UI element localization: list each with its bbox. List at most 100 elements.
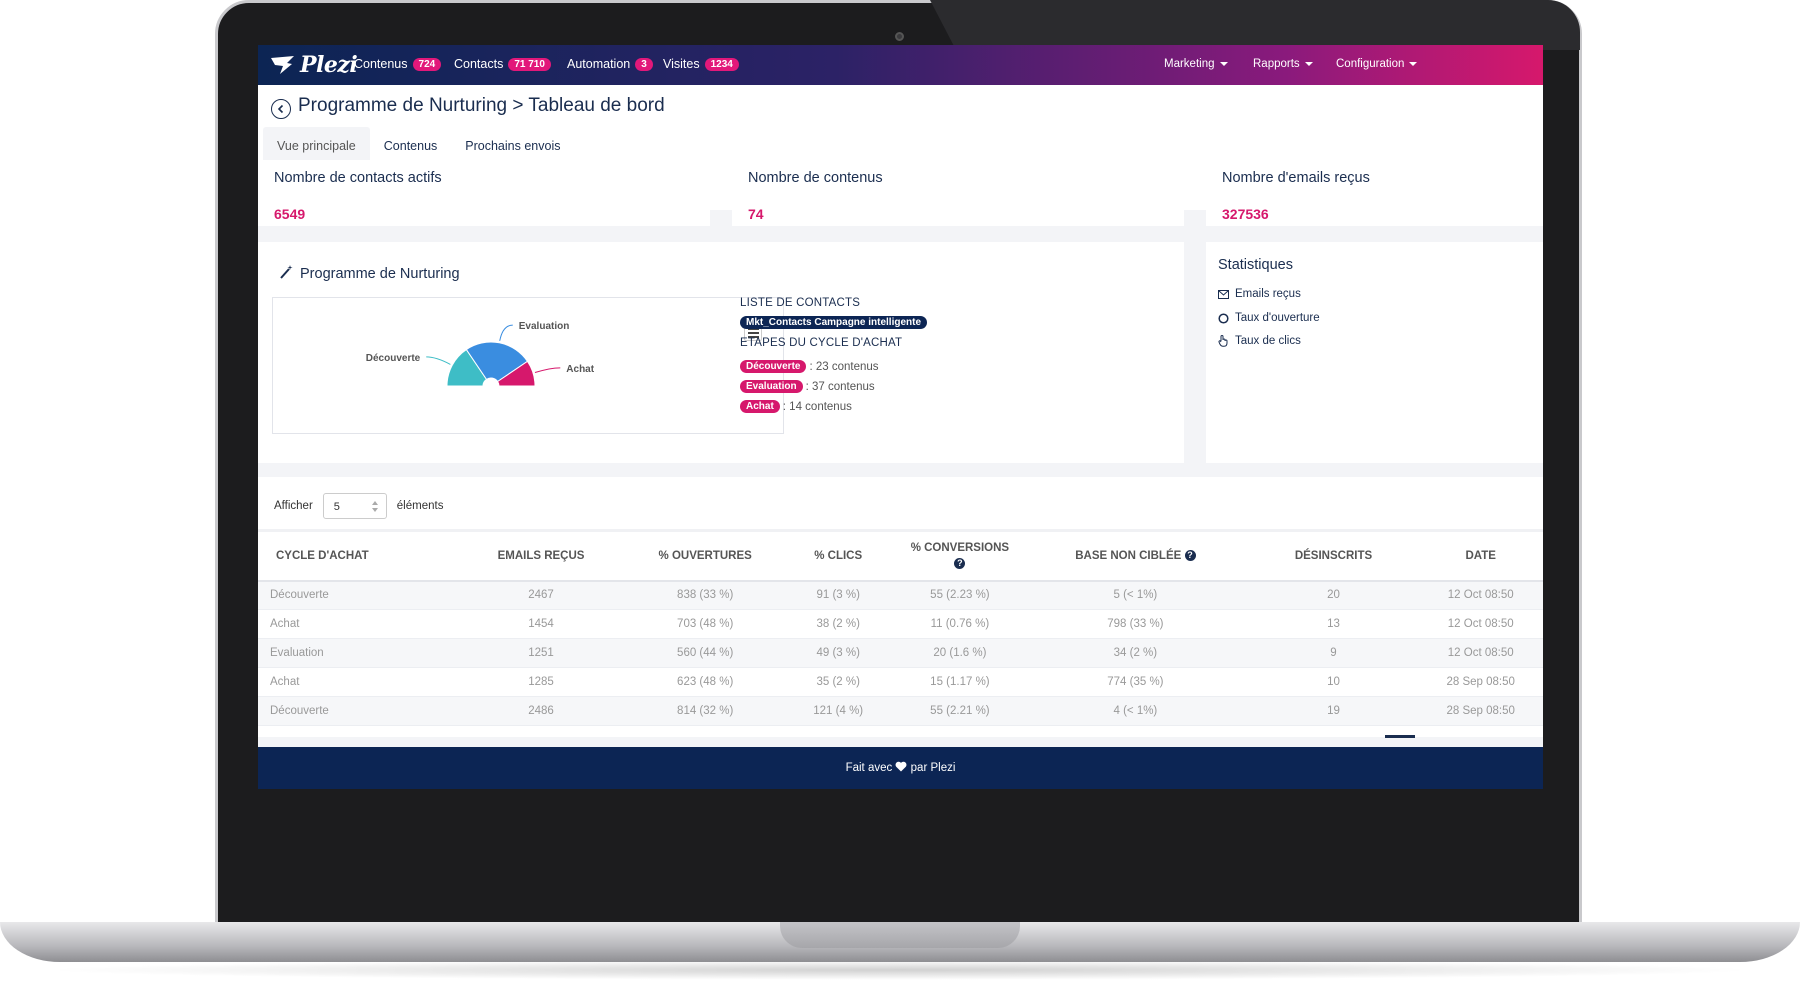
help-icon[interactable]: ? <box>954 558 966 570</box>
pie-slice-2[interactable] <box>496 360 536 387</box>
stat-card-contenus: Nombre de contenus 74 <box>732 160 1184 226</box>
spinner-arrows-icon <box>371 501 378 513</box>
nav-contenus[interactable]: Contenus 724 <box>354 57 442 71</box>
column-header-emails[interactable]: EMAILS REÇUS <box>450 529 632 582</box>
table-row[interactable]: Evaluation 1251 560 (44 %) 49 (3 %) 20 (1.6 … <box>258 638 1543 668</box>
table-cell: 28 Sep 08:50 <box>1418 667 1543 697</box>
column-header-cycle[interactable]: CYCLE D'ACHAT <box>258 529 451 582</box>
pie-connector-2 <box>534 367 561 374</box>
footer-text-before: Fait avec <box>845 762 893 774</box>
table-row[interactable]: Achat 1285 623 (48 %) 35 (2 %) 15 (1.17 %) 77… <box>258 667 1543 697</box>
table-cell: Achat <box>258 667 451 697</box>
table-cell: 11 (0.76 %) <box>897 609 1023 639</box>
table-cell: Achat <box>258 609 451 639</box>
stat-title: Nombre d'emails reçus <box>1222 170 1370 186</box>
table-row[interactable]: Achat 1454 703 (48 %) 38 (2 %) 11 (0.76 %) 79… <box>258 609 1543 639</box>
statistiques-card: Statistiques Emails reçus Taux d'ouvertu… <box>1206 242 1543 463</box>
table-cell: 1285 <box>450 667 632 697</box>
stats-link-label: Taux de clics <box>1235 335 1301 347</box>
table-cell: 12 Oct 08:50 <box>1418 580 1543 610</box>
tab-vue-principale[interactable]: Vue principale <box>263 127 370 164</box>
nav-badge: 71 710 <box>508 57 551 71</box>
laptop-shadow <box>40 960 1760 980</box>
column-header-date[interactable]: DATE <box>1418 529 1543 582</box>
table-cell: 560 (44 %) <box>631 638 779 668</box>
table-cell: 814 (32 %) <box>631 696 779 726</box>
nav-right-label: Configuration <box>1336 58 1405 70</box>
pie-label-1: Evaluation <box>519 321 570 332</box>
stats-link-clics[interactable]: Taux de clics <box>1218 335 1301 347</box>
page-length-control: Afficher 5 éléments <box>274 493 443 519</box>
nav-badge: 1234 <box>704 57 739 71</box>
nav-label: Automation <box>567 57 631 71</box>
column-header-conversions[interactable]: % CONVERSIONS? <box>897 529 1023 582</box>
table-row[interactable]: Découverte 2467 838 (33 %) 91 (3 %) 55 (2.23… <box>258 580 1543 610</box>
pie-label-0: Découverte <box>366 353 421 364</box>
back-button[interactable] <box>271 99 291 119</box>
circle-icon <box>1218 312 1229 324</box>
nav-visites[interactable]: Visites 1234 <box>663 57 739 71</box>
table-cell: 1454 <box>450 609 632 639</box>
table-cell: 35 (2 %) <box>778 667 898 697</box>
program-card: Programme de Nurturing Découverte Evaluat… <box>258 242 1184 463</box>
nav-automation[interactable]: Automation 3 <box>567 57 653 71</box>
caret-down-icon <box>1409 61 1418 66</box>
caret-down-icon <box>1219 61 1228 66</box>
screen-bezel-bottom <box>258 789 1543 891</box>
pie-connector-0 <box>426 356 451 365</box>
table-cell: 774 (35 %) <box>1022 667 1249 697</box>
contact-list-heading: LISTE DE CONTACTS <box>740 297 861 309</box>
table-cell: Evaluation <box>258 638 451 668</box>
nav-right-label: Marketing <box>1164 58 1215 70</box>
table-cell: 2467 <box>450 580 632 610</box>
contact-list-tag[interactable]: Mkt_Contacts Campagne intelligente <box>740 316 928 329</box>
stats-link-emails[interactable]: Emails reçus <box>1218 288 1301 300</box>
envelope-icon <box>1218 289 1229 299</box>
table-cell: 10 <box>1248 667 1419 697</box>
column-header-ouvertures[interactable]: % OUVERTURES <box>631 529 779 582</box>
tab-contenus[interactable]: Contenus <box>383 139 438 153</box>
chevron-left-icon <box>277 104 284 114</box>
plezi-bird-icon <box>271 56 294 74</box>
stats-link-ouverture[interactable]: Taux d'ouverture <box>1218 312 1320 324</box>
table-cell: 13 <box>1248 609 1419 639</box>
horizontal-scrollbar-thumb[interactable] <box>1385 735 1415 738</box>
stat-title: Nombre de contacts actifs <box>274 170 442 186</box>
table-cell: 623 (48 %) <box>631 667 779 697</box>
tab-prochains-envois[interactable]: Prochains envois <box>465 139 561 153</box>
caret-down-icon <box>1304 61 1313 66</box>
page-length-select[interactable]: 5 <box>322 493 387 519</box>
page-length-value: 5 <box>333 501 340 513</box>
nav-label: Visites <box>663 57 700 71</box>
stage-pill[interactable]: Achat <box>740 400 780 413</box>
nav-contacts[interactable]: Contacts 71 710 <box>454 57 551 71</box>
help-icon[interactable]: ? <box>1184 550 1196 562</box>
nav-label: Contenus <box>354 57 408 71</box>
lid-reflection <box>930 0 1580 50</box>
stages-heading: ETAPES DU CYCLE D'ACHAT <box>740 337 903 349</box>
table-cell: 38 (2 %) <box>778 609 898 639</box>
nav-configuration-dropdown[interactable]: Configuration <box>1336 58 1418 70</box>
column-header-desinscrits[interactable]: DÉSINSCRITS <box>1248 529 1419 582</box>
stats-link-label: Taux d'ouverture <box>1235 312 1320 324</box>
column-header-clics[interactable]: % CLICS <box>778 529 898 582</box>
table-row[interactable]: Découverte 2486 814 (32 %) 121 (4 %) 55 (2.2… <box>258 696 1543 726</box>
webcam <box>895 32 904 41</box>
plezi-logo[interactable]: Plezi <box>270 52 358 78</box>
stage-count: : 14 contenus <box>782 400 852 413</box>
footer-text-after: par Plezi <box>910 762 956 774</box>
magic-wand-icon <box>280 265 293 279</box>
stat-value: 327536 <box>1222 206 1269 222</box>
column-header-base-non-ciblee[interactable]: BASE NON CIBLÉE ? <box>1022 529 1249 582</box>
table-header-row: CYCLE D'ACHAT EMAILS REÇUS % OUVERTURES … <box>258 529 1543 582</box>
top-navbar: Plezi Contenus 724 Contacts 71 710 Autom… <box>258 45 1543 85</box>
stat-value: 74 <box>748 206 764 222</box>
nav-marketing-dropdown[interactable]: Marketing <box>1164 58 1228 70</box>
table-cell: 838 (33 %) <box>631 580 779 610</box>
stage-pill[interactable]: Découverte <box>740 360 807 373</box>
pointer-hand-icon <box>1218 335 1228 347</box>
table-cell: 20 (1.6 %) <box>897 638 1023 668</box>
stage-pill[interactable]: Evaluation <box>740 380 803 393</box>
table-cell: 12 Oct 08:50 <box>1418 638 1543 668</box>
nav-rapports-dropdown[interactable]: Rapports <box>1253 58 1313 70</box>
